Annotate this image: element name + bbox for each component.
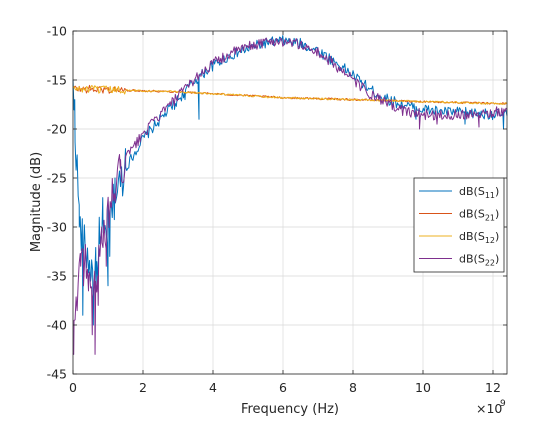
- legend-box: [413, 177, 505, 273]
- legend-label: dB(S11): [459, 185, 499, 200]
- x-tick-label: 0: [69, 380, 77, 395]
- y-tick-label: -10: [47, 24, 67, 39]
- y-tick-label: -35: [47, 269, 67, 284]
- legend-item-21[interactable]: dB(S21): [419, 208, 499, 223]
- x-tick-label: 8: [349, 380, 357, 395]
- y-tick-label: -15: [47, 73, 67, 88]
- series-line-12: [72, 85, 508, 105]
- series-line-22: [72, 37, 508, 355]
- x-exponent-label: ×10 9: [476, 399, 506, 416]
- ticks: 0 2 4 6 8 10 12 -45 -40 -35 -30 -25 -20 -15 -10: [47, 24, 507, 395]
- x-tick-label: 2: [139, 380, 147, 395]
- x-tick-label: 10: [415, 380, 431, 395]
- legend-label: dB(S12): [459, 230, 499, 245]
- x-exponent-base: ×10: [476, 401, 502, 416]
- series-line-11: [72, 35, 508, 326]
- x-tick-label: 4: [209, 380, 217, 395]
- y-axis-label: Magnitude (dB): [29, 152, 44, 252]
- legend-item-12[interactable]: dB(S12): [419, 230, 499, 245]
- x-tick-label: 12: [485, 380, 501, 395]
- x-tick-label: 6: [279, 380, 287, 395]
- y-tick-label: -40: [47, 318, 67, 333]
- x-axis-label: Frequency (Hz): [241, 402, 339, 417]
- y-tick-label: -45: [47, 367, 67, 382]
- legend-item-11[interactable]: dB(S11): [419, 185, 499, 200]
- legend-label: dB(S22): [459, 253, 499, 268]
- y-tick-label: -20: [47, 122, 67, 137]
- legend-label: dB(S21): [459, 208, 499, 223]
- y-tick-label: -30: [47, 220, 67, 235]
- legend-item-22[interactable]: dB(S22): [419, 253, 499, 268]
- y-tick-label: -25: [47, 171, 67, 186]
- axes-box: [72, 30, 508, 375]
- series-group: [72, 35, 508, 355]
- x-exponent-power: 9: [500, 399, 506, 409]
- legend[interactable]: dB(S11) dB(S21) dB(S12) dB(S22): [413, 177, 505, 273]
